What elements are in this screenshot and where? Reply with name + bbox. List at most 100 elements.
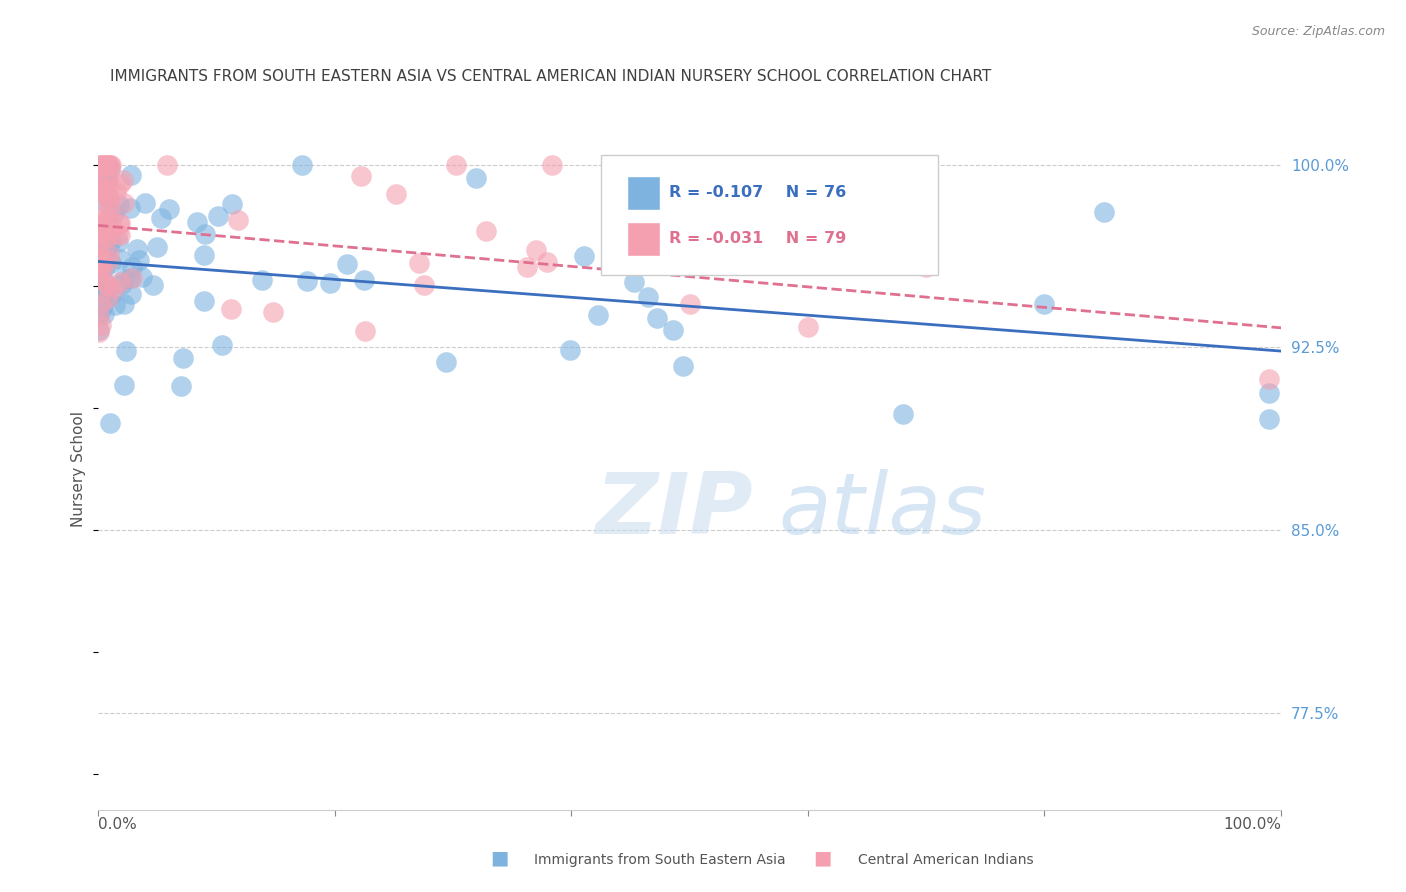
Point <box>120 168 142 182</box>
Point <box>89 220 111 235</box>
Point <box>96 231 118 245</box>
Point <box>91 158 114 172</box>
Point <box>89 158 111 172</box>
Point <box>623 275 645 289</box>
Point <box>94 205 117 219</box>
Point <box>94 250 117 264</box>
Point <box>98 162 121 177</box>
Point <box>100 234 122 248</box>
Point <box>121 260 143 274</box>
Point <box>678 297 700 311</box>
Point <box>588 308 610 322</box>
Point <box>107 227 129 241</box>
Point <box>97 172 120 186</box>
Point <box>336 257 359 271</box>
Point <box>186 215 208 229</box>
Point <box>89 322 111 336</box>
Text: 100.0%: 100.0% <box>1223 817 1281 832</box>
Text: atlas: atlas <box>779 468 986 551</box>
Point <box>97 158 120 172</box>
Point <box>89 247 111 261</box>
Text: ZIP: ZIP <box>595 468 752 551</box>
Point <box>112 271 135 285</box>
Point <box>98 191 121 205</box>
Point <box>97 210 120 224</box>
Point <box>90 224 112 238</box>
Point <box>94 277 117 291</box>
Point <box>94 260 117 274</box>
Point <box>107 217 129 231</box>
Point <box>125 243 148 257</box>
Point <box>97 238 120 252</box>
Point <box>250 273 273 287</box>
Point <box>103 281 125 295</box>
Text: IMMIGRANTS FROM SOUTH EASTERN ASIA VS CENTRAL AMERICAN INDIAN NURSERY SCHOOL COR: IMMIGRANTS FROM SOUTH EASTERN ASIA VS CE… <box>110 69 991 84</box>
Point <box>207 209 229 223</box>
Point <box>354 324 377 338</box>
Point <box>170 378 193 392</box>
Point <box>446 158 468 172</box>
Bar <box>627 221 659 256</box>
Point <box>89 279 111 293</box>
Point <box>408 256 430 270</box>
Point <box>1092 204 1115 219</box>
Point <box>90 318 112 333</box>
Point <box>91 228 114 243</box>
Bar <box>627 176 659 210</box>
Point <box>112 196 135 211</box>
Point <box>671 359 693 373</box>
Point <box>262 305 284 319</box>
Point <box>101 219 124 234</box>
Point <box>112 378 135 392</box>
Point <box>413 278 436 293</box>
Point <box>120 287 142 301</box>
Point <box>97 291 120 305</box>
Point <box>98 200 121 214</box>
Point <box>89 235 111 250</box>
Point <box>91 217 114 231</box>
Point <box>115 343 138 358</box>
Point <box>291 158 314 172</box>
Point <box>93 307 115 321</box>
Point <box>114 296 136 310</box>
Point <box>319 276 342 290</box>
Point <box>100 288 122 302</box>
Text: ■: ■ <box>813 848 832 867</box>
Point <box>118 271 141 285</box>
Point <box>172 351 194 366</box>
Point <box>98 158 121 172</box>
Point <box>159 202 181 216</box>
Point <box>662 323 685 337</box>
Point <box>558 343 581 357</box>
Point <box>156 158 179 172</box>
Point <box>128 252 150 267</box>
Point <box>797 320 820 334</box>
Point <box>90 252 112 267</box>
Point <box>89 325 111 339</box>
Point <box>1033 297 1056 311</box>
FancyBboxPatch shape <box>600 155 938 275</box>
Point <box>96 173 118 187</box>
Point <box>111 173 134 187</box>
Point <box>856 233 879 247</box>
Point <box>574 249 596 263</box>
Point <box>98 416 121 430</box>
Point <box>211 338 233 352</box>
Point <box>89 258 111 272</box>
Point <box>647 310 669 325</box>
Point <box>121 271 143 285</box>
Point <box>94 281 117 295</box>
Point <box>94 180 117 194</box>
Point <box>434 355 457 369</box>
Point <box>226 213 249 227</box>
Point <box>104 185 127 199</box>
Point <box>93 161 115 175</box>
Point <box>91 158 114 172</box>
Point <box>131 270 153 285</box>
Point <box>89 304 111 318</box>
Point <box>637 290 659 304</box>
Point <box>97 278 120 293</box>
Point <box>120 201 142 215</box>
Point <box>89 310 111 324</box>
Point <box>98 247 121 261</box>
